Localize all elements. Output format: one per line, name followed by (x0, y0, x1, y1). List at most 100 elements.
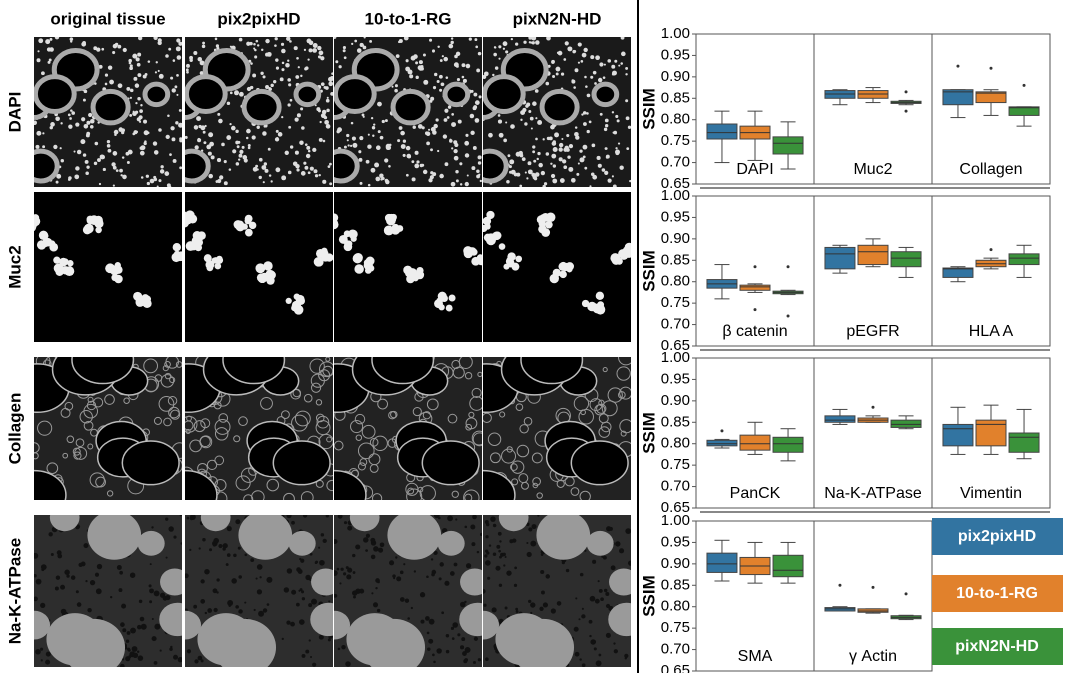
nucleus (449, 139, 453, 143)
nucleus (474, 38, 478, 42)
speckle (286, 568, 293, 574)
speckle (619, 548, 625, 554)
nucleus (555, 72, 559, 76)
nucleus (114, 133, 117, 137)
speckle (308, 603, 313, 608)
nucleus (620, 37, 625, 40)
nucleus (186, 70, 189, 74)
nucleus (459, 183, 463, 186)
goblet (566, 266, 573, 273)
nucleus (442, 134, 448, 139)
speckle (471, 542, 476, 547)
speckle (465, 563, 472, 569)
nucleus (576, 172, 580, 176)
goblet (350, 235, 357, 242)
speckle (227, 600, 234, 606)
speckle (371, 592, 374, 595)
goblet (498, 243, 506, 250)
fiber (165, 357, 179, 369)
nucleus (201, 44, 206, 49)
nucleus (232, 149, 237, 154)
fiber (499, 411, 506, 418)
nucleus (472, 146, 477, 150)
nucleus (394, 88, 398, 93)
nucleus (350, 144, 353, 147)
nucleus (265, 38, 270, 44)
plot-frame (695, 357, 1051, 509)
lumen (71, 357, 135, 385)
tissue-image (334, 192, 482, 342)
nucleus (275, 167, 281, 173)
nucleus (607, 59, 612, 63)
nucleus (82, 153, 87, 157)
fiber (589, 398, 603, 412)
nucleus (312, 147, 317, 153)
nucleus (543, 182, 548, 186)
crypt (185, 610, 202, 640)
nucleus (297, 66, 300, 69)
speckle (584, 549, 587, 552)
fiber (471, 430, 482, 446)
goblet (173, 243, 180, 251)
fiber (369, 437, 379, 447)
nucleus (614, 59, 618, 63)
speckle (613, 649, 618, 654)
nucleus (284, 150, 289, 155)
nucleus (342, 49, 346, 53)
nucleus (402, 153, 406, 157)
fiber (74, 446, 88, 460)
fiber (193, 420, 206, 433)
goblet (485, 235, 496, 246)
nucleus (320, 113, 326, 119)
speckle (488, 544, 492, 547)
goblet (334, 219, 339, 230)
nucleus (275, 66, 280, 70)
fiber (322, 365, 333, 377)
fiber (163, 417, 172, 427)
nucleus (461, 63, 466, 68)
crypt (213, 618, 277, 667)
speckle (314, 561, 318, 565)
nucleus (594, 82, 597, 85)
box (706, 123, 738, 140)
nucleus (381, 177, 385, 180)
nucleus (381, 119, 385, 124)
nucleus (519, 184, 523, 187)
nucleus (498, 57, 501, 60)
nucleus (497, 114, 501, 117)
fiber (618, 357, 631, 366)
legend-swatch (932, 628, 1063, 665)
nucleus (379, 135, 384, 140)
nucleus (379, 173, 384, 178)
nucleus (493, 52, 497, 57)
nucleus (35, 144, 40, 149)
speckle (373, 546, 379, 552)
speckle (530, 602, 536, 608)
fiber (300, 491, 314, 500)
nucleus (533, 159, 537, 163)
goblet (177, 253, 182, 262)
speckle (189, 517, 194, 521)
speckle (477, 658, 482, 662)
fiber (519, 424, 529, 434)
speckle (322, 538, 327, 544)
speckle (259, 576, 262, 579)
nucleus (309, 166, 314, 171)
nucleus (167, 114, 170, 117)
nucleus (535, 137, 538, 141)
speckle (298, 619, 305, 625)
speckle (310, 656, 313, 659)
speckle (308, 639, 311, 642)
speckle (624, 653, 629, 658)
speckle (413, 570, 417, 573)
y-tick-label: 0.65 (661, 499, 690, 516)
nucleus (478, 95, 482, 99)
speckle (565, 568, 570, 573)
nucleus (275, 129, 279, 133)
y-tick-label: 0.80 (661, 111, 690, 128)
nucleus (551, 153, 557, 159)
goblet (545, 212, 556, 222)
nucleus (461, 75, 465, 79)
speckle (539, 606, 544, 611)
